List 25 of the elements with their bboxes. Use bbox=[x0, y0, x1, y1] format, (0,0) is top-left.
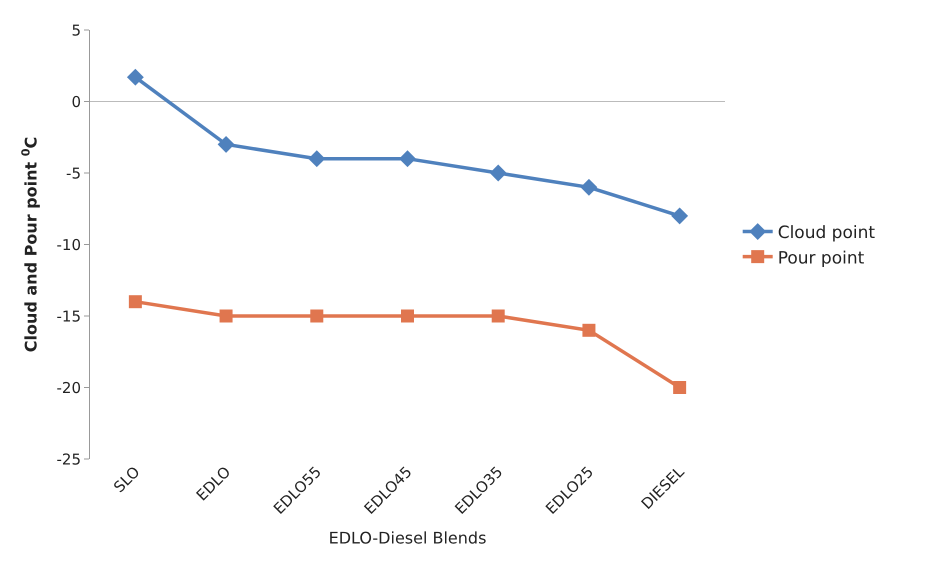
y-tick-label: -5 bbox=[66, 164, 81, 182]
y-tick-label: -25 bbox=[56, 450, 81, 468]
y-tick-label: -10 bbox=[56, 236, 81, 254]
point bbox=[492, 310, 505, 322]
point bbox=[401, 310, 414, 322]
point bbox=[673, 381, 686, 394]
y-tick-label: 0 bbox=[71, 92, 81, 111]
point bbox=[218, 136, 235, 153]
point bbox=[126, 68, 144, 86]
y-tick-label: -20 bbox=[56, 378, 81, 397]
point bbox=[128, 295, 142, 308]
point bbox=[310, 310, 324, 322]
point bbox=[490, 164, 507, 182]
legend-label: Cloud point bbox=[778, 223, 876, 244]
point bbox=[399, 150, 416, 168]
point bbox=[580, 178, 598, 196]
point bbox=[308, 150, 326, 168]
point bbox=[671, 207, 688, 224]
y-tick-label: 5 bbox=[71, 21, 81, 40]
legend-label: Pour point bbox=[778, 248, 865, 268]
point bbox=[582, 324, 596, 337]
y-tick-label: -15 bbox=[56, 307, 81, 326]
x-tick-label: SLO bbox=[110, 462, 144, 496]
point bbox=[220, 310, 233, 322]
x-axis-title: EDLO-Diesel Blends bbox=[328, 528, 486, 548]
